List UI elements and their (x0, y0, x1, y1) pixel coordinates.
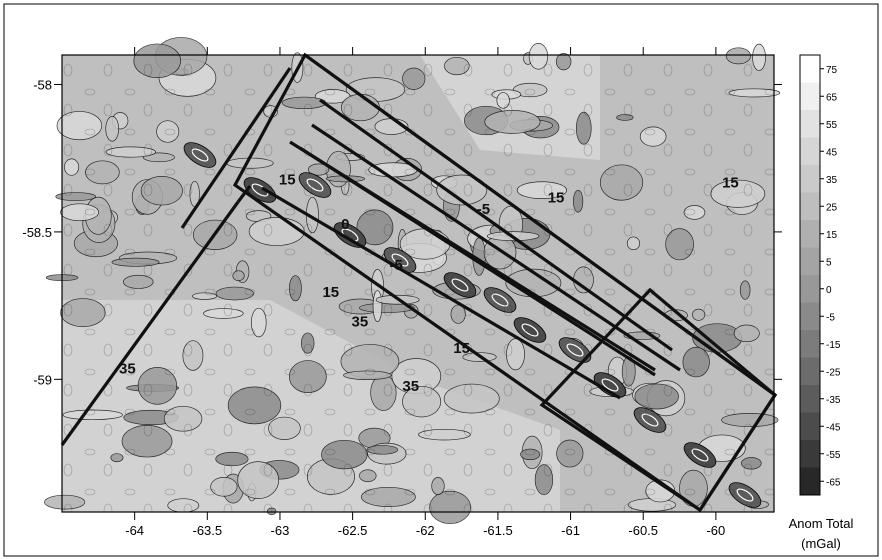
contour-labels: 15 15 35 15 35 15 -5 0 -5 35 15 (119, 172, 739, 395)
colorbar-swatch (800, 467, 820, 495)
colorbar-title: Anom Total (789, 516, 854, 531)
colorbar-swatch (800, 110, 820, 138)
x-tick-label: -60 (706, 523, 725, 538)
contour-texture (62, 55, 774, 512)
x-axis: -64 -63.5 -63 -62.5 -62 -61.5 -61 -60.5 -60 (125, 47, 725, 538)
profile-line (311, 123, 681, 372)
x-tick-label: -63.5 (192, 523, 222, 538)
colorbar: 75 65 55 45 35 25 15 5 0 -5 -15 -25 -35 -45 -55 -65 (799, 54, 841, 496)
colorbar-swatch (800, 302, 820, 330)
contour-label: 15 (279, 172, 296, 189)
colorbar-frame (799, 54, 821, 496)
colorbar-unit: (mGal) (801, 536, 841, 551)
colorbar-swatch (800, 82, 820, 110)
colorbar-swatch (800, 412, 820, 440)
colorbar-label: 15 (826, 230, 838, 241)
x-tick-label: -60.5 (628, 523, 658, 538)
profile-line (261, 186, 621, 400)
colorbar-label: -55 (826, 450, 841, 461)
x-tick-label: -62.5 (338, 523, 368, 538)
colorbar-swatch (800, 357, 820, 385)
y-tick-label: -58.5 (22, 225, 52, 240)
colorbar-swatch (800, 385, 820, 413)
y-tick-label: -58 (33, 77, 52, 92)
colorbar-label: -15 (826, 340, 841, 351)
plot-frame (61, 54, 775, 513)
contour-label: 15 (322, 284, 339, 301)
y-tick-label: -59 (33, 372, 52, 387)
colorbar-swatch (800, 192, 820, 220)
contour-label: 35 (119, 360, 136, 377)
profile-line (180, 67, 292, 229)
contour-label: 35 (402, 378, 419, 395)
contour-label: -5 (477, 201, 490, 218)
x-tick-label: -64 (125, 523, 144, 538)
profile-line (289, 140, 656, 372)
profile-line (60, 201, 240, 446)
contour-plot-area: 15 15 35 15 35 15 -5 0 -5 35 15 (44, 37, 781, 525)
colorbar-swatch (800, 330, 820, 358)
colorbar-label: 0 (826, 285, 832, 296)
contour-label: 15 (722, 175, 739, 192)
x-tick-label: -61.5 (483, 523, 513, 538)
profile-line (236, 185, 252, 203)
x-tick-label: -61 (561, 523, 580, 538)
contour-label: 35 (352, 313, 369, 330)
colorbar-swatch (800, 55, 820, 83)
contour-label: 15 (548, 189, 565, 206)
colorbar-swatch (800, 165, 820, 193)
colorbar-label: 45 (826, 147, 838, 158)
colorbar-swatch (800, 275, 820, 303)
colorbar-label: -35 (826, 395, 841, 406)
colorbar-label: -5 (826, 312, 835, 323)
colorbar-label: 55 (826, 120, 838, 131)
colorbar-label: 65 (826, 92, 838, 103)
colorbar-label: 75 (826, 65, 838, 76)
contour-label: 15 (453, 340, 470, 357)
colorbar-label: -65 (826, 477, 841, 488)
colorbar-swatch (800, 440, 820, 468)
colorbar-label: -25 (826, 367, 841, 378)
colorbar-label: 25 (826, 202, 838, 213)
colorbar-label: 35 (826, 175, 838, 186)
contour-label: 0 (341, 216, 349, 233)
profile-line (319, 98, 673, 352)
survey-box-inner (539, 287, 778, 513)
x-tick-label: -63 (271, 523, 290, 538)
colorbar-label: 5 (826, 257, 832, 268)
x-tick-label: -62 (416, 523, 435, 538)
contour-label: -5 (390, 257, 403, 274)
colorbar-label: -45 (826, 422, 841, 433)
survey-profile-lines (60, 52, 778, 513)
colorbar-swatch (800, 220, 820, 248)
y-axis: -58 -58.5 -59 (22, 77, 782, 387)
colorbar-swatch (800, 137, 820, 165)
colorbar-swatch (800, 247, 820, 275)
